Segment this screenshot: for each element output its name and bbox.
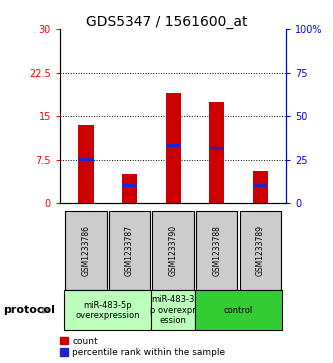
Text: GDS5347 / 1561600_at: GDS5347 / 1561600_at — [86, 15, 247, 29]
Bar — [253, 184, 268, 187]
Bar — [79, 125, 94, 203]
Text: GSM1233787: GSM1233787 — [125, 225, 134, 276]
Bar — [166, 93, 181, 203]
Bar — [65, 211, 107, 290]
Bar — [122, 174, 137, 203]
Text: miR-483-3
p overexpr
ession: miR-483-3 p overexpr ession — [150, 295, 196, 325]
Bar — [153, 211, 194, 290]
Bar — [253, 171, 268, 203]
Bar — [64, 290, 152, 330]
Legend: count, percentile rank within the sample: count, percentile rank within the sample — [58, 335, 227, 359]
Text: miR-483-5p
overexpression: miR-483-5p overexpression — [76, 301, 140, 320]
Bar — [122, 184, 137, 187]
Bar — [209, 147, 224, 150]
Text: GSM1233789: GSM1233789 — [256, 225, 265, 276]
Bar — [79, 158, 94, 161]
Text: GSM1233788: GSM1233788 — [212, 225, 221, 276]
Bar — [209, 102, 224, 203]
Bar — [166, 144, 181, 147]
Text: GSM1233790: GSM1233790 — [168, 225, 178, 276]
Bar — [239, 211, 281, 290]
Bar — [109, 211, 150, 290]
Text: protocol: protocol — [3, 305, 55, 315]
Text: control: control — [224, 306, 253, 315]
Bar — [195, 290, 282, 330]
Bar — [152, 290, 195, 330]
Text: GSM1233786: GSM1233786 — [82, 225, 91, 276]
Bar — [196, 211, 237, 290]
